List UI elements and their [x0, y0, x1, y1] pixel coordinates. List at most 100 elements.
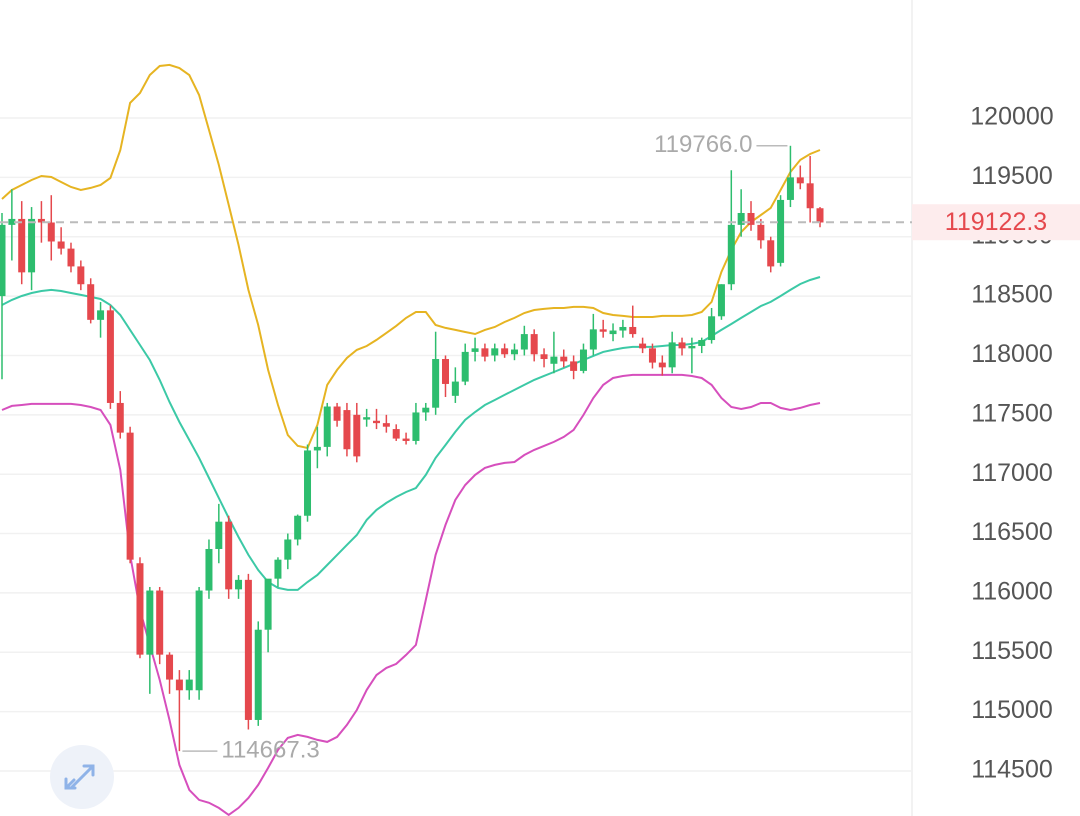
candle-body: [353, 414, 361, 457]
y-tick-label: 114500: [971, 756, 1053, 784]
candle-body: [77, 266, 85, 285]
y-tick-label: 115500: [971, 637, 1053, 665]
candle-body: [530, 334, 538, 355]
candle-body: [639, 343, 647, 349]
y-tick-label: 117500: [971, 399, 1053, 427]
expand-icon[interactable]: [64, 764, 95, 790]
candle-body: [67, 248, 75, 267]
candle-body: [668, 342, 676, 368]
candle-body: [501, 348, 509, 355]
candle-body: [18, 218, 26, 273]
candle-body: [412, 412, 420, 441]
annotations: 119766.0 114667.3 119122.3: [0, 131, 1080, 763]
candle-body: [432, 359, 440, 408]
candle-body: [619, 326, 627, 331]
candle-body: [87, 284, 95, 320]
candle-body: [589, 329, 597, 350]
candle-body: [579, 349, 587, 371]
candle-body: [806, 183, 814, 209]
candle-body: [717, 284, 725, 317]
candle-body: [520, 334, 528, 350]
candle-body: [648, 348, 656, 363]
y-tick-label: 120000: [970, 103, 1053, 131]
high-label: 119766.0: [654, 131, 752, 158]
last-price-tag: [912, 204, 1080, 241]
candle-body: [540, 354, 548, 360]
candle-body: [708, 316, 716, 341]
candle-body: [422, 407, 430, 413]
candle-body: [747, 212, 755, 225]
band-line: [1, 276, 821, 591]
y-tick-label: 116500: [971, 518, 1053, 546]
candle-body: [156, 590, 164, 655]
candle-body: [698, 340, 706, 346]
band-line: [1, 63, 821, 450]
candle-body: [678, 342, 686, 349]
y-tick-label: 116000: [971, 578, 1053, 606]
candle-body: [461, 351, 469, 382]
candle-body: [392, 429, 400, 439]
candle-body: [343, 410, 351, 450]
candle-body: [441, 359, 449, 384]
candle-body: [786, 177, 794, 200]
candle-body: [225, 521, 233, 590]
candle-body: [175, 679, 183, 691]
candle-body: [47, 222, 55, 242]
candle-body: [402, 438, 410, 441]
candle-body: [737, 212, 745, 225]
candle-body: [304, 450, 312, 516]
candle-body: [166, 654, 174, 680]
candle-body: [599, 329, 607, 332]
candle-body: [363, 417, 371, 420]
last-price-label: 119122.3: [945, 208, 1047, 236]
grid: [0, 117, 912, 772]
y-axis: 114500 115000 115500 116000 116500 117000 1175…: [970, 103, 1053, 784]
candle-body: [28, 218, 36, 273]
candle-body: [727, 224, 735, 285]
candle-body: [8, 218, 16, 225]
candle-body: [757, 224, 765, 241]
candle-body: [185, 679, 193, 691]
candle-body: [373, 420, 381, 424]
candle-body: [57, 241, 65, 249]
y-tick-label: 118500: [971, 281, 1053, 309]
low-label: 114667.3: [221, 736, 319, 763]
candle-body: [688, 345, 696, 349]
y-tick-label: 118000: [971, 340, 1053, 368]
candle-body: [284, 539, 292, 560]
candle-body: [560, 356, 568, 362]
candle-body: [313, 446, 321, 451]
candle-body: [767, 240, 775, 267]
candle-body: [629, 326, 637, 335]
candle-body: [471, 348, 479, 352]
candle-body: [382, 423, 390, 427]
candle-body: [0, 224, 6, 297]
candle-body: [97, 310, 105, 320]
candle-body: [491, 348, 499, 356]
candle-body: [570, 361, 578, 371]
y-tick-label: 115000: [971, 696, 1053, 724]
candle-body: [254, 629, 262, 720]
candle-body: [195, 590, 203, 691]
candle-body: [481, 348, 489, 357]
candle-body: [510, 349, 518, 355]
candle-body: [333, 406, 341, 421]
candles: [0, 145, 824, 752]
candle-body: [451, 381, 459, 396]
candle-body: [323, 406, 331, 447]
y-tick-label: 117000: [971, 459, 1053, 487]
band-line: [1, 373, 821, 816]
expand-button[interactable]: [50, 745, 114, 809]
candle-body: [37, 218, 45, 223]
candle-body: [244, 579, 252, 720]
candle-body: [658, 362, 666, 368]
candle-body: [116, 402, 124, 433]
candle-body: [215, 521, 223, 549]
candle-body: [609, 330, 617, 335]
candle-body: [294, 515, 302, 540]
candle-body: [264, 578, 272, 630]
candle-body: [274, 559, 282, 579]
candle-body: [146, 590, 154, 655]
